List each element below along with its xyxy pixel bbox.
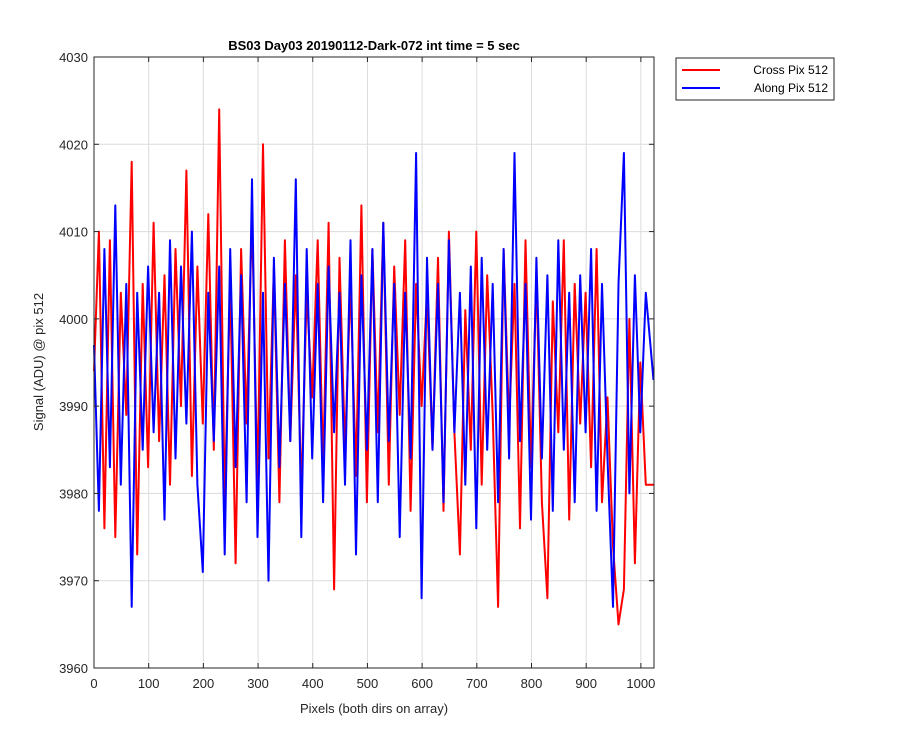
x-tick-label: 400 bbox=[302, 676, 324, 691]
x-tick-label: 800 bbox=[521, 676, 543, 691]
x-tick-label: 0 bbox=[90, 676, 97, 691]
x-tick-label: 900 bbox=[575, 676, 597, 691]
y-tick-label: 3970 bbox=[59, 574, 88, 589]
plot-frame bbox=[93, 56, 655, 669]
y-tick-label: 4020 bbox=[59, 137, 88, 152]
x-tick-label: 1000 bbox=[626, 676, 655, 691]
chart-title: BS03 Day03 20190112-Dark-072 int time = … bbox=[228, 38, 520, 53]
y-tick-label: 3960 bbox=[59, 661, 88, 676]
legend-label-cross: Cross Pix 512 bbox=[753, 63, 828, 77]
y-tick-label: 3990 bbox=[59, 399, 88, 414]
x-axis-label: Pixels (both dirs on array) bbox=[300, 701, 448, 716]
x-tick-label: 100 bbox=[138, 676, 160, 691]
y-tick-label: 3980 bbox=[59, 486, 88, 501]
x-tick-label: 200 bbox=[193, 676, 215, 691]
y-tick-label: 4010 bbox=[59, 225, 88, 240]
legend: Cross Pix 512 Along Pix 512 bbox=[675, 57, 835, 101]
y-axis-label: Signal (ADU) @ pix 512 bbox=[31, 293, 46, 431]
series-line-along-pix-512 bbox=[93, 152, 655, 608]
legend-label-along: Along Pix 512 bbox=[754, 81, 828, 95]
series-group bbox=[93, 108, 655, 626]
x-tick-label: 300 bbox=[247, 676, 269, 691]
x-axis-ticks: 0 100 200 300 400 500 600 700 800 900 1000 bbox=[90, 57, 655, 691]
y-tick-label: 4000 bbox=[59, 312, 88, 327]
y-tick-label: 4030 bbox=[59, 50, 88, 65]
x-tick-label: 600 bbox=[411, 676, 433, 691]
y-axis-ticks: 3960 3970 3980 3990 4000 4010 4020 4030 bbox=[59, 50, 654, 676]
legend-box bbox=[675, 57, 835, 101]
x-tick-label: 700 bbox=[466, 676, 488, 691]
x-tick-label: 500 bbox=[357, 676, 379, 691]
